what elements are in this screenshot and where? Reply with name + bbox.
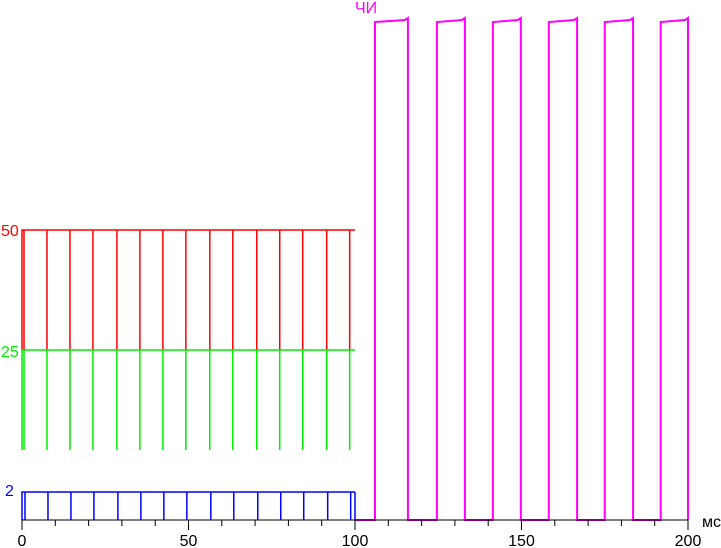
series-trace-1 xyxy=(21,349,355,450)
x-tick-label: 150 xyxy=(508,533,535,548)
traces xyxy=(21,16,689,521)
label-series-2: 2 xyxy=(5,483,14,500)
series-trace-2 xyxy=(21,491,356,520)
label-series-25: 25 xyxy=(1,344,19,361)
label-series-chi: ЧИ xyxy=(355,0,377,17)
series-trace-3 xyxy=(355,16,689,521)
series-trace-0 xyxy=(21,229,355,350)
x-unit-label: мс xyxy=(702,514,721,531)
x-tick-label: 100 xyxy=(342,533,369,548)
x-tick-label: 200 xyxy=(675,533,702,548)
x-axis: 0 50 100 150 200 xyxy=(18,519,702,548)
x-tick-label: 50 xyxy=(180,533,198,548)
x-tick-label: 0 xyxy=(18,533,27,548)
label-series-50: 50 xyxy=(1,223,19,240)
